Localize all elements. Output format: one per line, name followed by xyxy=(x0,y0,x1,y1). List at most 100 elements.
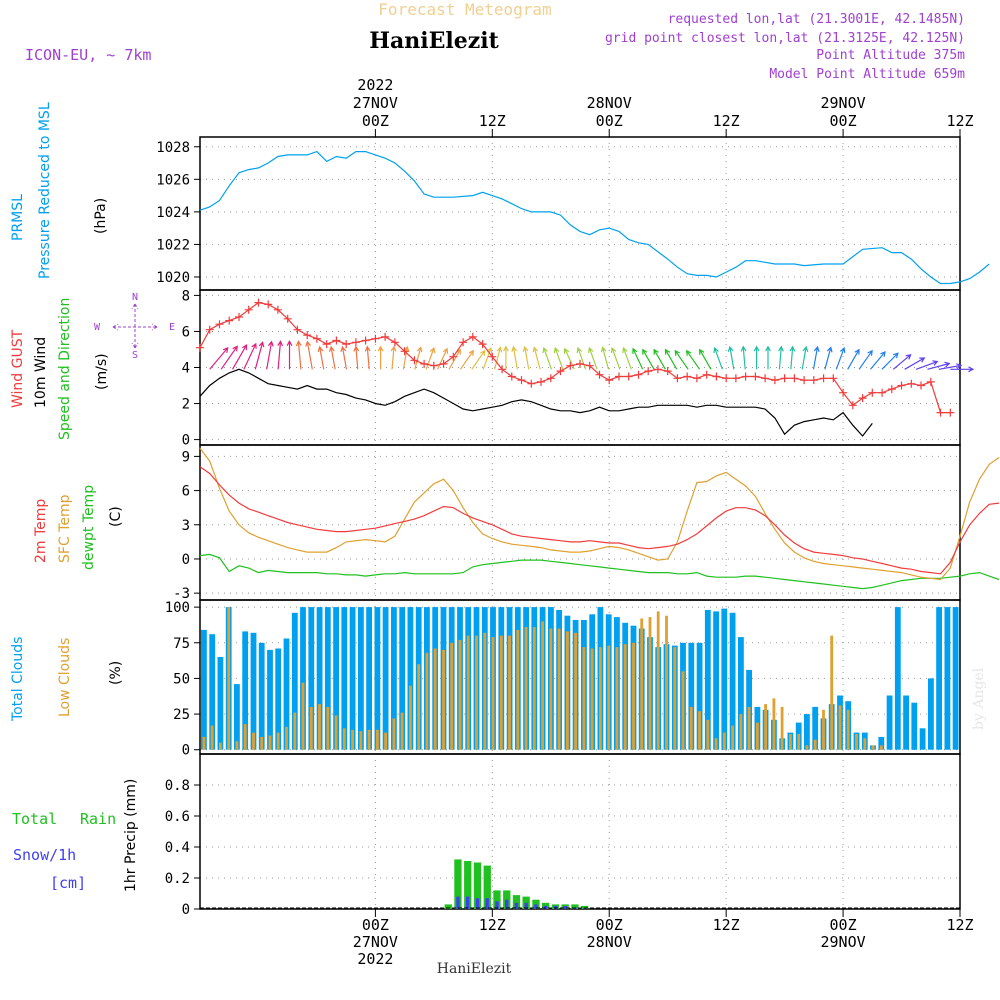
low-cloud-bar xyxy=(276,732,280,750)
precip-ytick-label: 0.6 xyxy=(165,809,190,825)
wind-gust-marker xyxy=(936,408,945,417)
low-cloud-bar xyxy=(822,709,825,750)
low-cloud-bar xyxy=(260,736,264,750)
temp-ytick-label: 0 xyxy=(182,552,190,568)
wind-direction-arrow xyxy=(295,340,302,370)
dewpoint-line xyxy=(199,553,1000,590)
wind-gust-marker xyxy=(839,388,848,397)
precip-frame xyxy=(199,753,961,910)
low-cloud-bar xyxy=(623,644,627,750)
wind-gust-marker xyxy=(595,370,604,379)
wind-10m-label: 10m Wind xyxy=(33,337,49,408)
wind-direction-arrow xyxy=(503,345,509,370)
total-cloud-bar xyxy=(242,631,249,750)
low-cloud-bar xyxy=(326,706,330,750)
pressure-line xyxy=(199,150,990,285)
low-cloud-bar xyxy=(871,745,875,750)
wind-gust-marker xyxy=(829,374,838,383)
low-cloud-bar xyxy=(665,615,668,750)
model-altitude: Model Point Altitude 659m xyxy=(769,67,965,82)
temp-ytick-label: 9 xyxy=(182,449,190,465)
wind-direction-arrow xyxy=(553,346,564,370)
wind-gust-marker xyxy=(653,365,662,374)
wind-gust-marker xyxy=(673,374,682,383)
wind-gust-line xyxy=(199,301,951,414)
wind-gust-marker xyxy=(312,334,321,343)
wind-gust-marker xyxy=(507,372,516,381)
wind-direction-arrow xyxy=(414,346,423,370)
wind-gust-label: Wind GUST xyxy=(10,329,26,408)
low-cloud-bar xyxy=(549,628,553,750)
precip-ytick-label: 0 xyxy=(182,902,190,918)
pressure-frame xyxy=(199,136,961,291)
snow-bar xyxy=(466,896,470,909)
wind-direction-arrow xyxy=(642,348,655,370)
clouds-ytick-label: 0 xyxy=(182,743,190,759)
axes-layer: 1020102210241026102802468-30369025507510… xyxy=(156,76,973,968)
low-cloud-bar xyxy=(648,617,652,750)
wind-direction-arrow xyxy=(522,345,530,370)
top-time-label: 29NOV xyxy=(820,94,865,112)
low-cloud-bar xyxy=(227,607,231,750)
wind-direction-arrow xyxy=(664,348,678,370)
total-cloud-bar xyxy=(696,642,703,750)
compass-w: W xyxy=(94,322,101,333)
low-cloud-bar xyxy=(698,711,701,750)
clouds-ytick-label: 75 xyxy=(173,636,190,652)
total-cloud-bar xyxy=(358,607,364,750)
wind-gust-marker xyxy=(390,338,399,347)
total-cloud-bar xyxy=(258,642,265,750)
rain-bar xyxy=(571,904,579,909)
low-cloud-bar xyxy=(855,734,858,750)
low-cloud-bar xyxy=(392,718,396,750)
wind-gust-marker xyxy=(342,340,351,349)
snow-bar xyxy=(563,905,567,909)
low-cloud-bar xyxy=(235,741,239,750)
wind-gust-marker xyxy=(400,347,409,356)
wind-direction-arrow xyxy=(789,345,796,370)
wind-gust-marker xyxy=(790,374,799,383)
wind-gust-marker xyxy=(293,325,302,334)
wind-direction-arrow xyxy=(881,352,899,370)
snow-bar xyxy=(495,901,499,910)
total-cloud-bar xyxy=(911,702,918,750)
wind-direction-arrow xyxy=(328,345,336,370)
rain-bar xyxy=(493,890,501,909)
pressure-unit: (hPa) xyxy=(93,198,109,234)
wind-direction-arrow xyxy=(927,361,951,370)
temp-2m-label: 2m Temp xyxy=(33,499,49,563)
wind-gust-marker xyxy=(225,316,234,325)
low-cloud-bar xyxy=(805,745,809,750)
total-cloud-bar xyxy=(878,736,885,750)
wind-direction-arrow xyxy=(858,349,873,370)
total-cloud-bar xyxy=(936,607,942,750)
wind-gust-marker xyxy=(351,338,360,347)
wind-direction-arrow xyxy=(847,348,860,370)
top-time-label: 00Z xyxy=(830,112,857,130)
low-cloud-bar xyxy=(780,706,784,750)
total-cloud-bar xyxy=(399,607,406,750)
wind-gust-marker xyxy=(371,334,380,343)
wind-direction-arrow xyxy=(471,349,486,370)
total-cloud-bar xyxy=(267,649,273,750)
wind-gust-marker xyxy=(264,300,273,309)
low-cloud-bar xyxy=(615,647,619,750)
low-cloud-bar xyxy=(599,647,602,750)
low-cloud-bar xyxy=(268,735,272,750)
wind-gust-marker xyxy=(517,376,526,385)
low-cloud-bar xyxy=(433,648,437,750)
wind-gust-marker xyxy=(439,359,448,368)
low-cloud-bar xyxy=(772,698,776,750)
wind-direction-arrow xyxy=(727,345,735,370)
wind-gust-marker xyxy=(907,379,916,388)
temp-frame xyxy=(199,444,961,601)
footer-station: HaniElezit xyxy=(437,961,512,977)
wind-gust-marker xyxy=(897,381,906,390)
low-cloud-bar xyxy=(739,714,743,750)
rain-bar xyxy=(581,905,589,909)
wind-direction-arrow xyxy=(938,363,963,370)
wind-direction-arrow xyxy=(364,345,371,370)
low-cloud-bar xyxy=(252,732,255,750)
low-cloud-bar xyxy=(714,738,718,750)
